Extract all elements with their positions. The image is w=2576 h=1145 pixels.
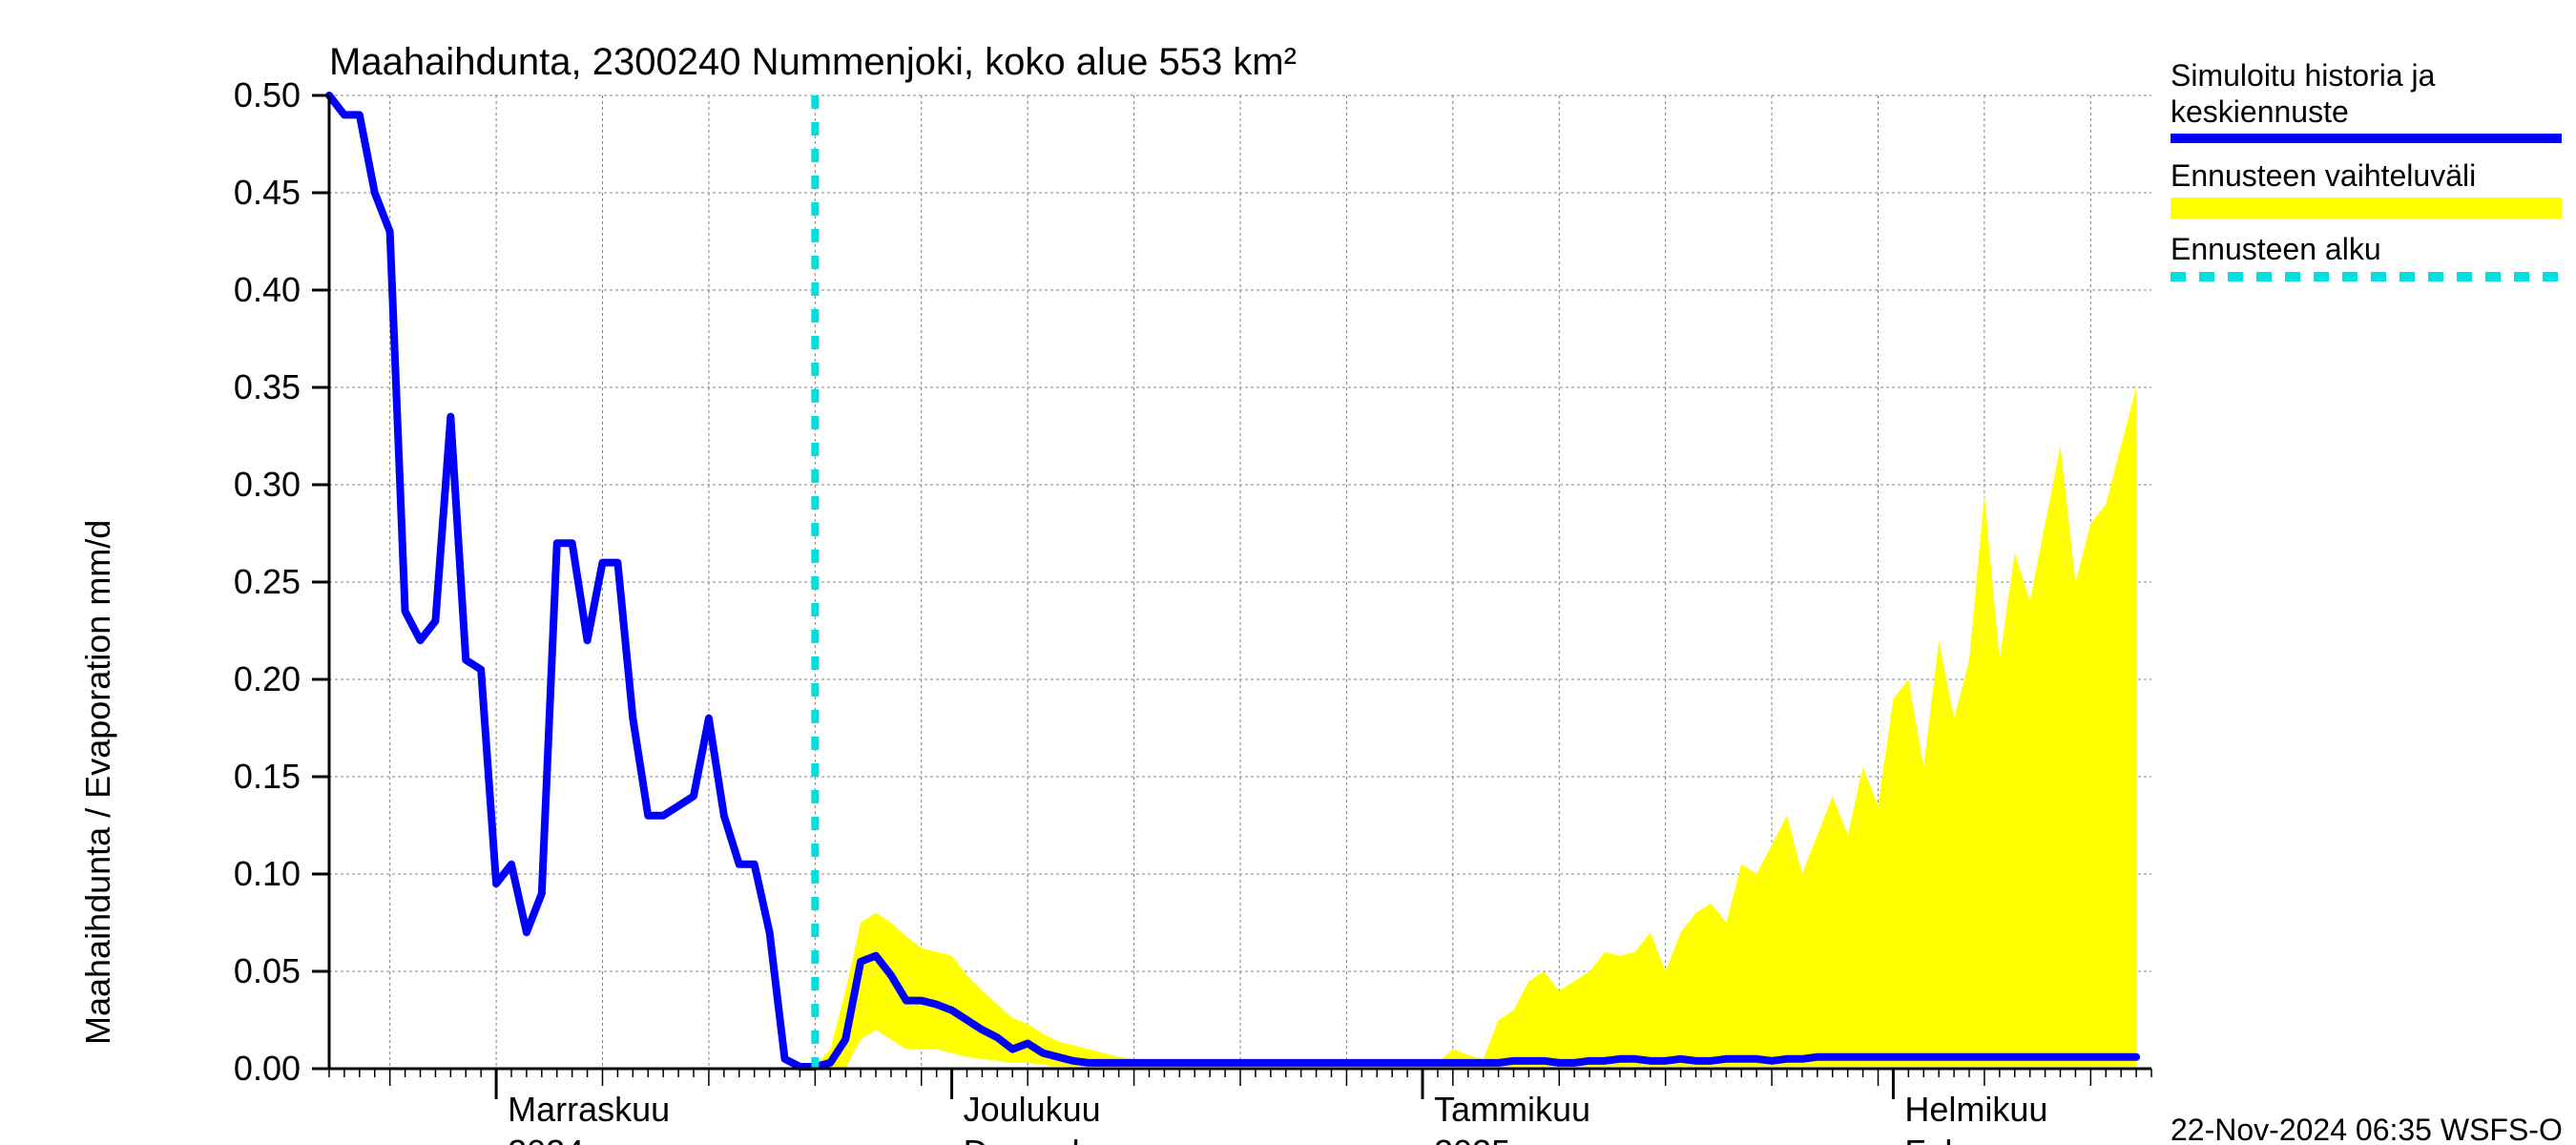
chart-title: Maahaihdunta, 2300240 Nummenjoki, koko a… xyxy=(329,41,1297,83)
y-tick-label: 0.50 xyxy=(234,75,301,114)
y-tick-label: 0.20 xyxy=(234,659,301,698)
x-month-label: Tammikuu xyxy=(1434,1090,1590,1129)
x-month-sublabel: 2024 xyxy=(508,1133,584,1145)
y-tick-label: 0.00 xyxy=(234,1049,301,1088)
legend-range-swatch xyxy=(2171,198,2562,219)
y-tick-label: 0.35 xyxy=(234,367,301,406)
y-tick-label: 0.10 xyxy=(234,854,301,893)
y-tick-label: 0.40 xyxy=(234,270,301,309)
x-month-label: Helmikuu xyxy=(1904,1090,2047,1129)
x-month-label: Marraskuu xyxy=(508,1090,670,1129)
legend-history-label-2: keskiennuste xyxy=(2171,94,2349,129)
legend-start-label: Ennusteen alku xyxy=(2171,232,2381,266)
x-month-label: Joulukuu xyxy=(964,1090,1101,1129)
y-tick-label: 0.45 xyxy=(234,173,301,212)
chart-container: 0.00 0.05 0.10 0.15 0.20 0.25 0.30 0.35 0.40 0.45… xyxy=(0,0,2576,1145)
legend-range-label: Ennusteen vaihteluväli xyxy=(2171,158,2476,193)
legend-history-label-1: Simuloitu historia ja xyxy=(2171,58,2436,93)
x-month-sublabel: February xyxy=(1904,1133,2042,1145)
y-tick-label: 0.15 xyxy=(234,757,301,796)
y-tick-label: 0.30 xyxy=(234,465,301,504)
x-month-sublabel: 2025 xyxy=(1434,1133,1510,1145)
x-month-sublabel: December xyxy=(964,1133,1122,1145)
y-tick-label: 0.25 xyxy=(234,562,301,601)
chart-svg: 0.00 0.05 0.10 0.15 0.20 0.25 0.30 0.35 0.40 0.45… xyxy=(0,0,2576,1145)
y-axis-label: Maahaihdunta / Evaporation mm/d xyxy=(78,520,117,1045)
y-tick-label: 0.05 xyxy=(234,951,301,990)
footer-timestamp: 22-Nov-2024 06:35 WSFS-O xyxy=(2171,1113,2563,1145)
legend-history-swatch xyxy=(2171,134,2562,143)
